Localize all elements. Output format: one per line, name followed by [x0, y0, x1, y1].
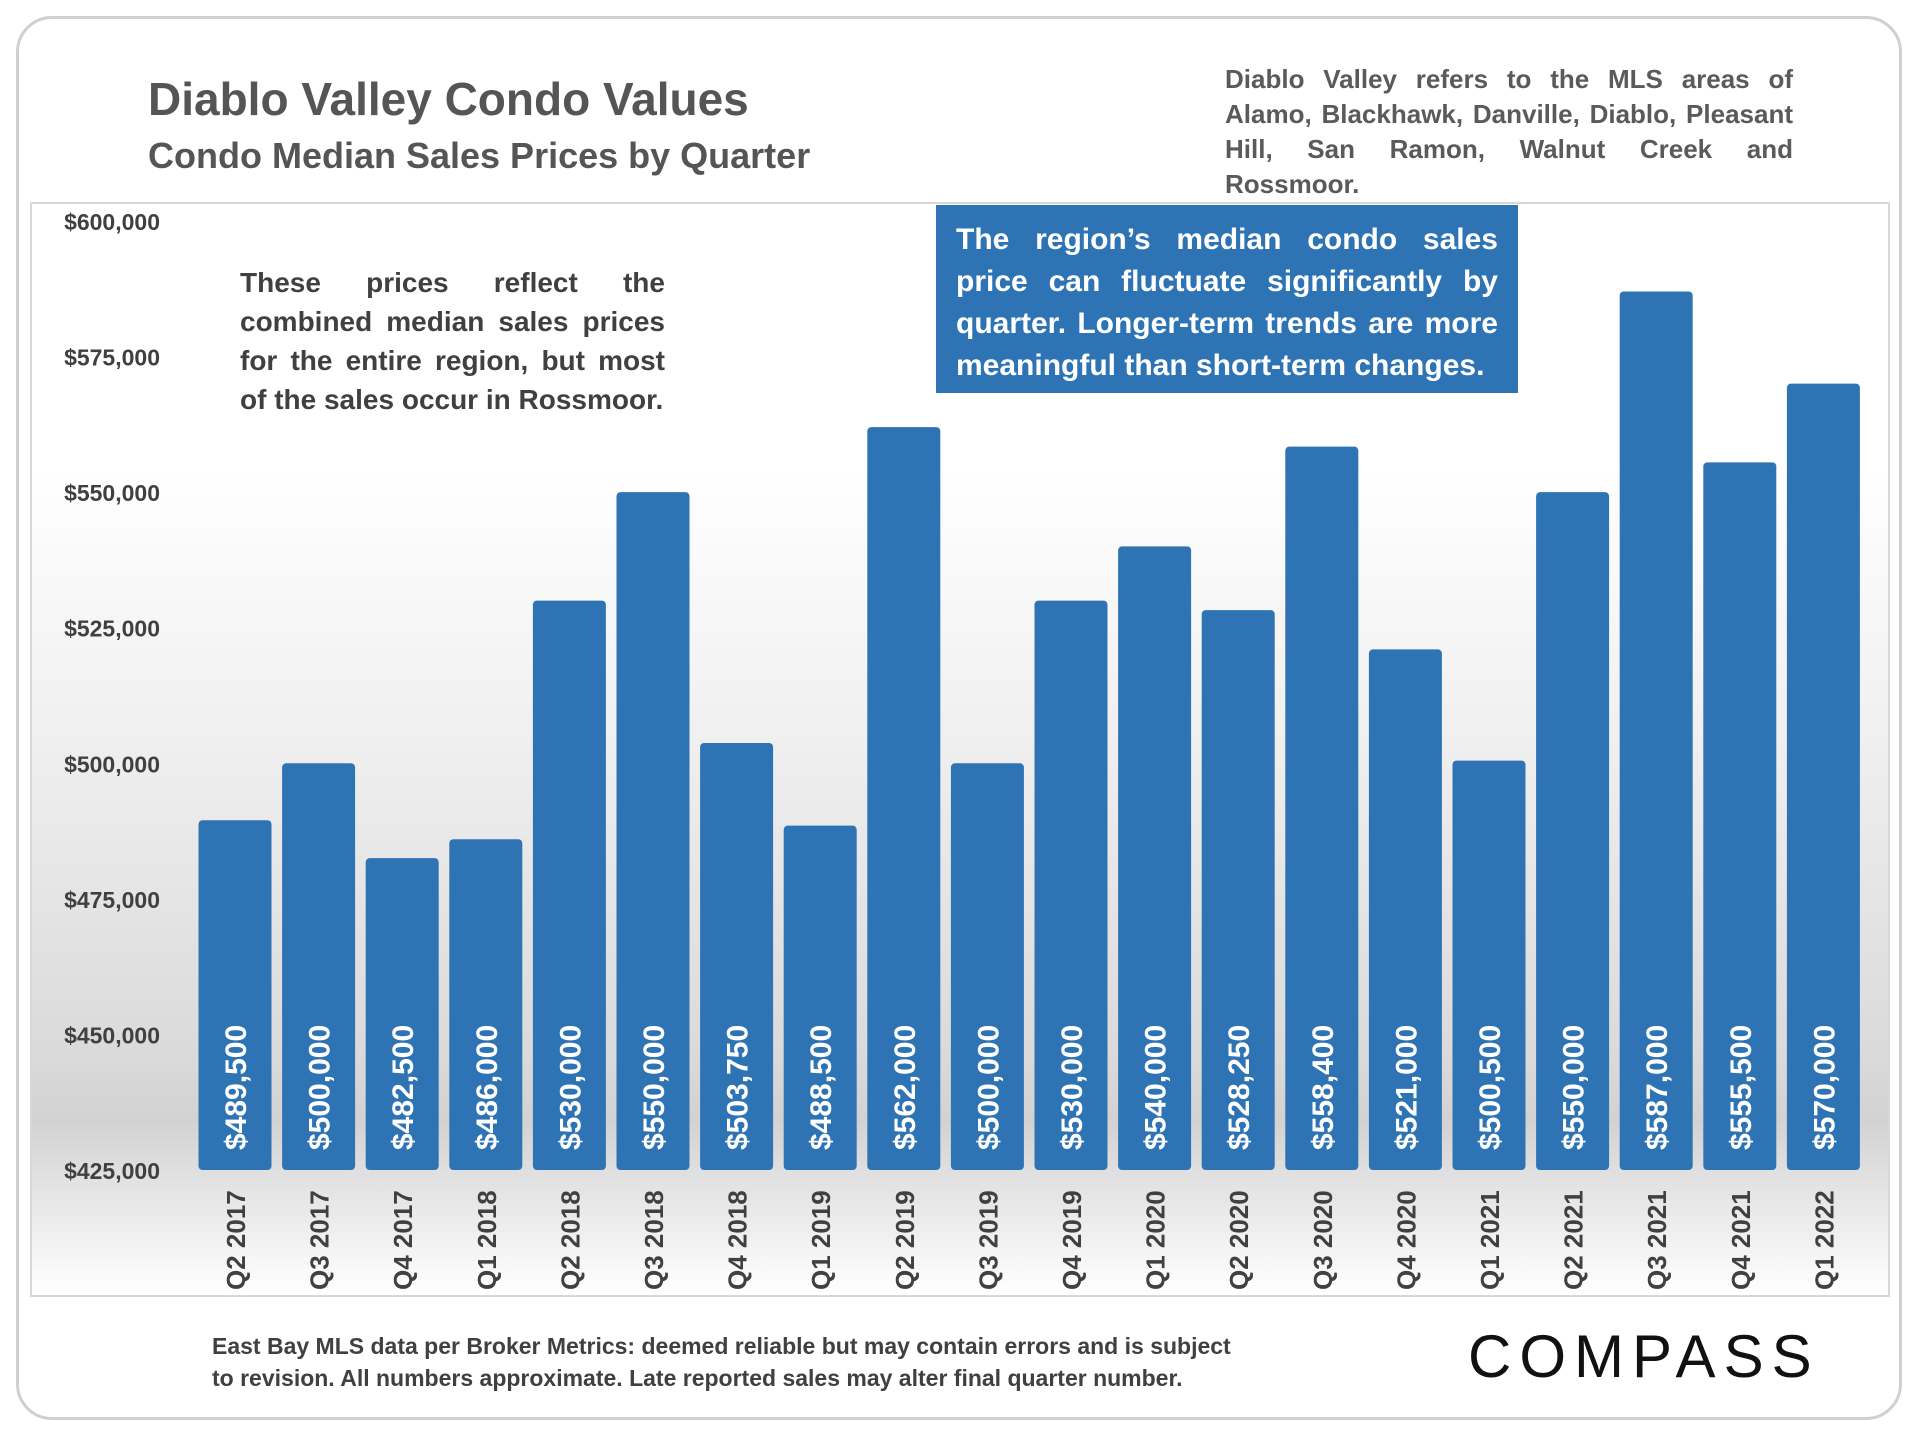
x-tick-label: Q4 2020 [1391, 1190, 1421, 1290]
bar-value-label: $486,000 [471, 1025, 504, 1150]
bar-value-label: $530,000 [1056, 1025, 1089, 1150]
x-tick-label: Q2 2018 [555, 1190, 585, 1290]
bar [1452, 760, 1526, 1170]
y-tick-label: $450,000 [64, 1022, 160, 1048]
x-tick-label: Q1 2022 [1809, 1190, 1839, 1290]
y-tick-label: $500,000 [64, 751, 160, 777]
x-tick-label: Q3 2021 [1642, 1190, 1672, 1290]
region-note: These prices reflect the combined median… [240, 267, 665, 415]
source-footnote-line-1: East Bay MLS data per Broker Metrics: de… [212, 1333, 1231, 1359]
bar-value-label: $540,000 [1140, 1025, 1173, 1150]
area-definition-note: Diablo Valley refers to the MLS areas of… [1225, 64, 1793, 199]
bar-value-label: $570,000 [1808, 1025, 1841, 1150]
x-tick-label: Q3 2019 [973, 1190, 1003, 1290]
y-tick-label: $525,000 [64, 616, 160, 642]
bar [1285, 446, 1359, 1171]
bar [282, 763, 356, 1170]
y-tick-label: $425,000 [64, 1158, 160, 1184]
source-footnote-line-2: to revision. All numbers approximate. La… [212, 1365, 1183, 1391]
bar [365, 858, 439, 1170]
y-tick-label: $550,000 [64, 480, 160, 506]
x-tick-label: Q4 2018 [723, 1190, 753, 1290]
bar [1619, 291, 1693, 1170]
bar-value-label: $558,400 [1307, 1025, 1340, 1150]
bar [783, 825, 857, 1170]
chart-title: Diablo Valley Condo Values [148, 73, 749, 125]
bar [198, 820, 272, 1170]
bar [950, 763, 1024, 1170]
bar-value-label: $488,500 [805, 1025, 838, 1150]
x-tick-label: Q1 2019 [806, 1190, 836, 1290]
x-tick-label: Q4 2017 [388, 1190, 418, 1290]
bar [700, 742, 774, 1170]
x-tick-label: Q1 2018 [472, 1190, 502, 1290]
bar [1786, 383, 1860, 1171]
bar-value-label: $550,000 [1558, 1025, 1591, 1150]
bar-value-label: $521,000 [1390, 1025, 1423, 1150]
bar [1034, 600, 1108, 1170]
compass-logo: COMPASS [1468, 1323, 1820, 1390]
x-tick-label: Q2 2019 [890, 1190, 920, 1290]
bar-value-label: $503,750 [722, 1025, 755, 1150]
x-tick-label: Q3 2018 [639, 1190, 669, 1290]
bar-value-label: $489,500 [220, 1025, 253, 1150]
x-tick-label: Q3 2017 [305, 1190, 335, 1290]
bar [1703, 462, 1777, 1170]
x-tick-label: Q2 2021 [1559, 1190, 1589, 1290]
bar-value-label: $528,250 [1223, 1025, 1256, 1150]
bar [616, 492, 690, 1171]
bar-value-label: $550,000 [638, 1025, 671, 1150]
bar-value-label: $555,500 [1725, 1025, 1758, 1150]
bar [1368, 649, 1442, 1170]
chart-subtitle: Condo Median Sales Prices by Quarter [148, 135, 811, 176]
y-tick-label: $600,000 [64, 209, 160, 235]
x-tick-label: Q1 2020 [1141, 1190, 1171, 1290]
bar-value-label: $530,000 [554, 1025, 587, 1150]
bar-value-label: $587,000 [1641, 1025, 1674, 1150]
bar-value-label: $500,000 [972, 1025, 1005, 1150]
y-tick-label: $575,000 [64, 345, 160, 371]
x-tick-label: Q2 2017 [221, 1190, 251, 1290]
x-tick-label: Q3 2020 [1308, 1190, 1338, 1290]
bar-value-label: $500,000 [304, 1025, 337, 1150]
bar [1536, 492, 1610, 1171]
x-tick-label: Q2 2020 [1224, 1190, 1254, 1290]
y-tick-label: $475,000 [64, 887, 160, 913]
bar [532, 600, 606, 1170]
bar [1118, 546, 1192, 1170]
bar-value-label: $500,500 [1474, 1025, 1507, 1150]
fluctuation-callout: The region’s median condo sales price ca… [936, 205, 1518, 393]
source-footnote: East Bay MLS data per Broker Metrics: de… [212, 1330, 1292, 1394]
bar [449, 839, 523, 1170]
bar-value-label: $482,500 [387, 1025, 420, 1150]
x-tick-label: Q1 2021 [1475, 1190, 1505, 1290]
bar [1201, 610, 1275, 1170]
bar-value-label: $562,000 [889, 1025, 922, 1150]
x-tick-label: Q4 2019 [1057, 1190, 1087, 1290]
x-tick-label: Q4 2021 [1726, 1190, 1756, 1290]
bar [867, 427, 941, 1170]
